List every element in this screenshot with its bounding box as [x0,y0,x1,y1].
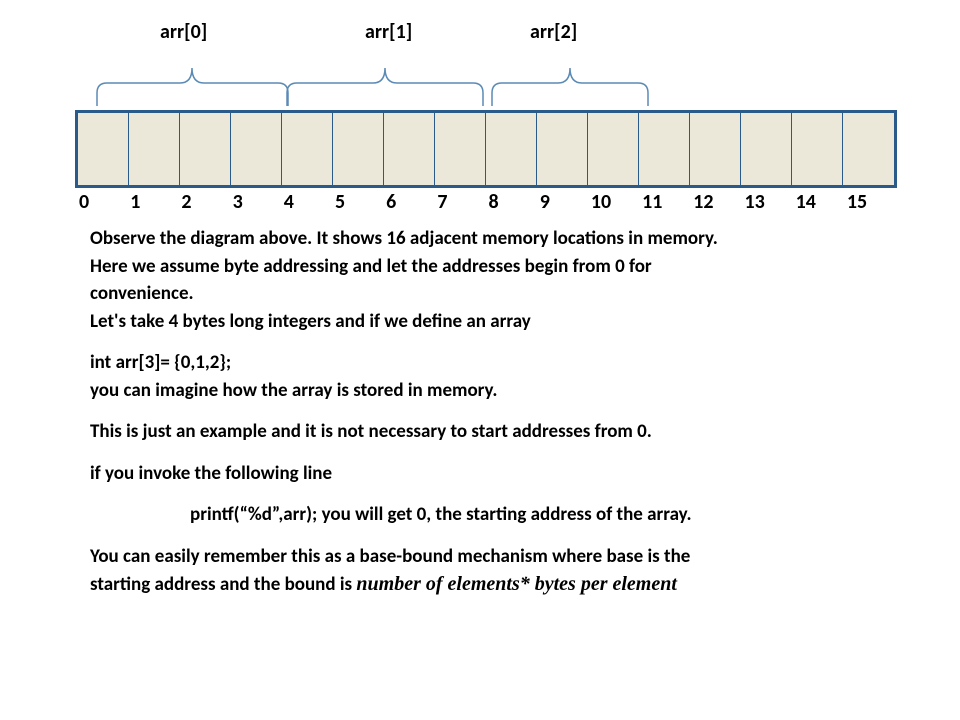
text-span: starting address and the bound is [90,573,356,596]
memory-cell [537,113,588,185]
memory-cell [588,113,639,185]
memory-cell [384,113,435,185]
label-arr2: arr[2] [530,20,577,44]
italic-phrase: number of elements* bytes per element [356,573,677,595]
index-label: 11 [638,190,689,214]
index-label: 1 [126,190,177,214]
text-line: you can imagine how the array is stored … [90,377,890,405]
label-arr1: arr[1] [365,20,412,44]
text-line: You can easily remember this as a base-b… [90,543,890,571]
explanation-text: Observe the diagram above. It shows 16 a… [90,225,890,599]
memory-cell [486,113,537,185]
printf-line: printf(“%d”,arr); you will get 0, the st… [90,501,890,529]
memory-cell [639,113,690,185]
index-label: 10 [587,190,638,214]
index-label: 2 [177,190,228,214]
text-line: This is just an example and it is not ne… [90,418,890,446]
index-label: 5 [331,190,382,214]
index-label: 9 [536,190,587,214]
index-label: 3 [229,190,280,214]
index-label: 13 [740,190,791,214]
text-line: Here we assume byte addressing and let t… [90,253,890,281]
memory-cell [180,113,231,185]
index-label: 0 [75,190,126,214]
index-label: 8 [485,190,536,214]
index-row: 0 1 2 3 4 5 6 7 8 9 10 11 12 13 14 15 [75,190,894,214]
memory-cells-row [75,110,897,188]
text-line: if you invoke the following line [90,460,890,488]
text-line: convenience. [90,280,890,308]
index-label: 15 [843,190,894,214]
memory-cell [843,113,894,185]
index-label: 14 [792,190,843,214]
memory-cell [792,113,843,185]
memory-cell [78,113,129,185]
memory-cell [690,113,741,185]
brace-arr2 [490,48,650,108]
label-arr0: arr[0] [160,20,207,44]
braces-row [0,48,960,108]
index-label: 12 [689,190,740,214]
memory-cell [333,113,384,185]
memory-cell [129,113,180,185]
memory-cell [231,113,282,185]
index-label: 4 [280,190,331,214]
brace-arr0 [95,48,290,108]
memory-cell [435,113,486,185]
memory-cell [741,113,792,185]
text-line: Observe the diagram above. It shows 16 a… [90,225,890,253]
brace-arr1 [285,48,485,108]
text-line: Let's take 4 bytes long integers and if … [90,308,890,336]
memory-cell [282,113,333,185]
index-label: 7 [433,190,484,214]
code-line: int arr[3]= {0,1,2}; [90,349,890,377]
index-label: 6 [382,190,433,214]
text-line: starting address and the bound is number… [90,570,890,599]
